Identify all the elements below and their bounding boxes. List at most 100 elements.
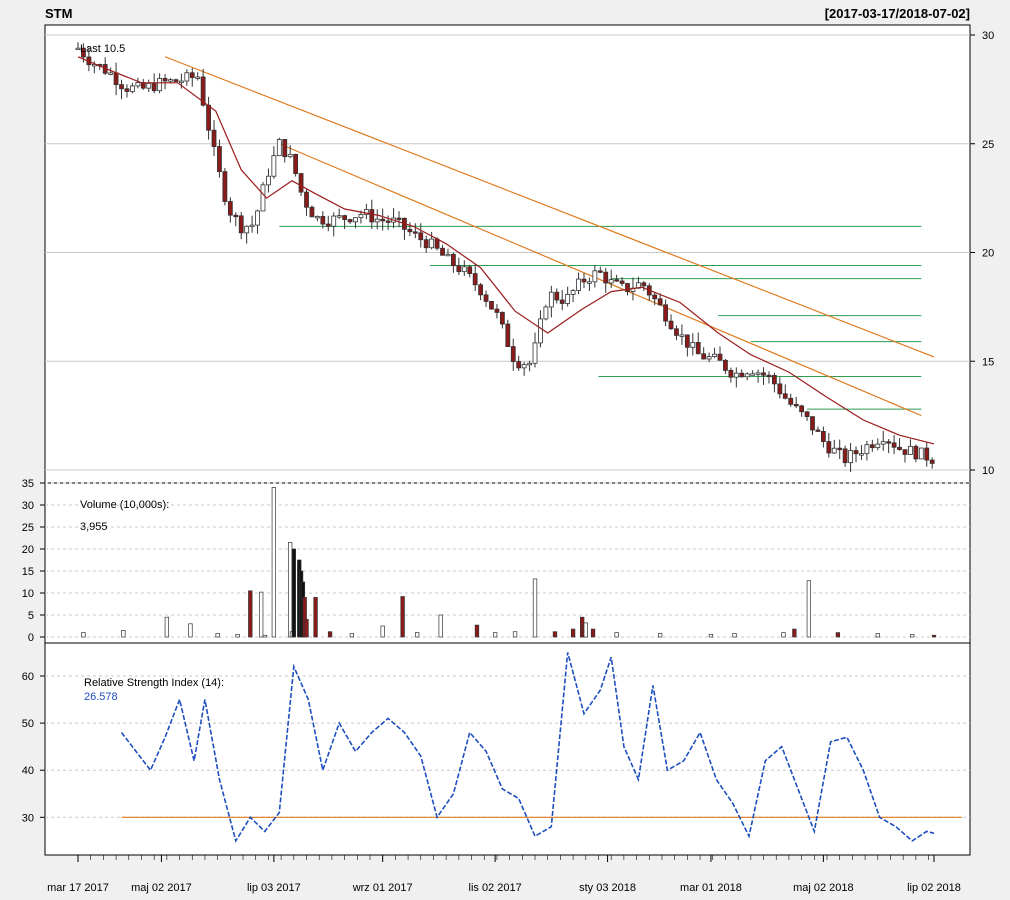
candle-body [75,47,81,51]
volume-bar [349,633,354,638]
candle-body [913,445,919,460]
candle-body [151,83,157,92]
candle-body [336,215,342,218]
candle-body [222,171,228,202]
candle-body [173,79,179,82]
candle-body [842,448,848,464]
volume-bar [910,634,915,638]
candle-body [124,88,130,92]
price-tick-label: 25 [982,139,994,151]
candle-body [548,291,554,308]
candle-body [592,270,598,283]
candle-body [178,80,184,83]
candle-body [369,209,375,223]
candle-body [325,223,331,227]
candle-body [728,369,734,378]
volume-bar [835,632,841,638]
volume-bars [81,487,937,638]
moving-average-line [77,56,935,445]
candle-body [810,416,815,431]
candle-body [233,214,239,218]
date-tick-label: wrz 01 2017 [352,882,413,894]
price-last-label: Last 10.5 [80,43,125,55]
volume-bar [271,487,277,638]
candle-body [266,175,271,186]
volume-bar [492,632,498,638]
candle-body [456,265,462,273]
candle-body [429,238,435,249]
candle-body [81,47,86,58]
candle-body [744,373,750,378]
candle-body [407,228,413,233]
candle-body [287,153,293,158]
volume-bar [81,632,86,638]
candle-body [804,411,810,418]
moving-average [77,56,935,445]
candle-body [347,219,353,223]
volume-bar [288,542,293,638]
candle-body [908,445,913,455]
candle-body [755,372,761,375]
candle-body [826,441,832,454]
volume-bar [658,633,663,638]
candle-body [701,353,707,360]
candle-body [674,328,679,336]
candle-body [717,353,723,361]
volume-bar [313,597,318,638]
price-axis-ticks: 10 15 20 25 30 [970,30,994,477]
candle-body [494,308,500,313]
volume-last-value: 3,955 [80,521,108,533]
candle-body [554,291,560,301]
candle-body [445,253,451,257]
candle-body [412,231,418,234]
candle-body [918,447,924,460]
volume-gridlines [45,482,970,638]
volume-bar [931,634,937,638]
volume-bar [552,631,558,638]
date-tick-label: sty 03 2018 [579,882,636,894]
candle-body [750,373,756,376]
candle-body [358,214,364,219]
volume-axis-ticks: 0 5 10 15 20 25 30 35 [22,478,45,644]
date-axis: mar 17 2017 maj 02 2017 lip 03 2017 wrz 01 … [47,854,961,894]
candle-body [886,441,892,444]
candle-body [489,301,494,310]
candle-body [565,293,571,304]
volume-bar [262,634,267,638]
candle-body [875,443,881,449]
candle-body [625,283,630,292]
candle-body [298,173,304,193]
volume-bar [875,633,880,638]
candle-body [608,279,614,284]
candle-body [282,139,288,158]
rsi-series [120,652,935,843]
price-tick-label: 10 [982,465,994,477]
candle-body [576,278,581,291]
candle-body [244,225,250,234]
date-tick-label: maj 02 2017 [131,882,192,894]
candle-body [385,220,391,223]
volume-bar [781,632,786,638]
candle-body [788,397,794,405]
candle-body [777,383,783,395]
candle-body [168,79,173,82]
candle-body [467,266,473,274]
candle-body [304,191,309,208]
price-gridlines [45,34,970,471]
volume-bar [512,631,518,638]
candle-body [902,449,908,455]
candle-body [146,83,152,89]
volume-bar [708,634,714,638]
volume-tick-label: 30 [22,500,34,512]
rsi-line [120,652,935,843]
volume-bar [188,623,193,638]
candle-body [739,372,745,378]
candle-body [641,282,647,287]
candle-body [543,306,549,320]
candle-body [162,78,168,82]
volume-bar [438,614,443,638]
rsi-axis-ticks: 30 40 50 60 [22,671,45,824]
candle-body [793,403,799,407]
candle-body [314,215,320,219]
